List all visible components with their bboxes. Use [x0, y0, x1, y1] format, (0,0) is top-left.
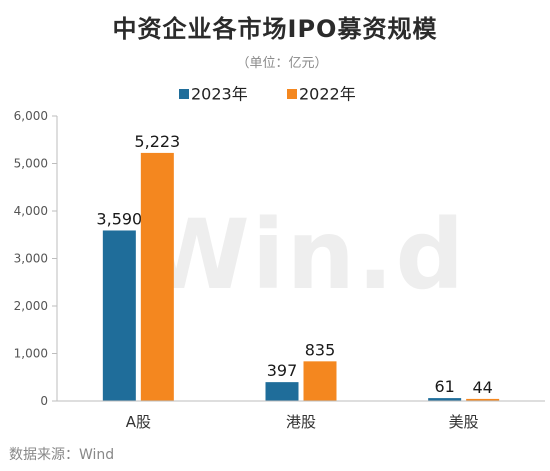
chart-title: 中资企业各市场IPO募资规模: [113, 15, 438, 43]
category-label: A股: [126, 413, 151, 431]
y-tick-label: 2,000: [14, 299, 48, 313]
data-label: 397: [267, 361, 298, 380]
bar-series-2: [303, 361, 337, 401]
y-tick-label: 5,000: [14, 157, 48, 171]
bar-series-1: [428, 398, 462, 401]
data-label: 835: [305, 340, 336, 359]
bars: 3,590 5,223 397 835 61 44: [96, 132, 500, 401]
category-label: 港股: [286, 413, 316, 431]
bar-series-1: [265, 382, 299, 401]
data-label: 5,223: [134, 132, 180, 151]
legend-label: 2022年: [299, 85, 356, 104]
bar-series-2: [140, 152, 174, 401]
legend-swatch: [287, 89, 297, 99]
legend: 2023年 2022年: [179, 85, 356, 104]
legend-label: 2023年: [191, 85, 248, 104]
data-label: 3,590: [96, 209, 142, 228]
bar-series-1: [102, 230, 136, 401]
source-note: 数据来源：Wind: [9, 447, 114, 463]
watermark: Win.d: [144, 199, 466, 311]
y-tick-label: 0: [40, 394, 48, 408]
y-axis: 0 1,000 2,000 3,000 4,000 5,000 6,000: [14, 109, 58, 408]
y-tick-label: 1,000: [14, 347, 48, 361]
category-label: 美股: [449, 413, 479, 431]
y-tick-label: 6,000: [14, 109, 48, 123]
y-tick-label: 3,000: [14, 252, 48, 266]
y-tick-label: 4,000: [14, 204, 48, 218]
legend-swatch: [179, 89, 189, 99]
data-label: 44: [472, 378, 492, 397]
data-label: 61: [434, 377, 454, 396]
x-axis: A股 港股 美股: [57, 400, 545, 431]
chart-subtitle: （单位：亿元）: [236, 56, 327, 71]
bar-series-2: [466, 398, 500, 401]
